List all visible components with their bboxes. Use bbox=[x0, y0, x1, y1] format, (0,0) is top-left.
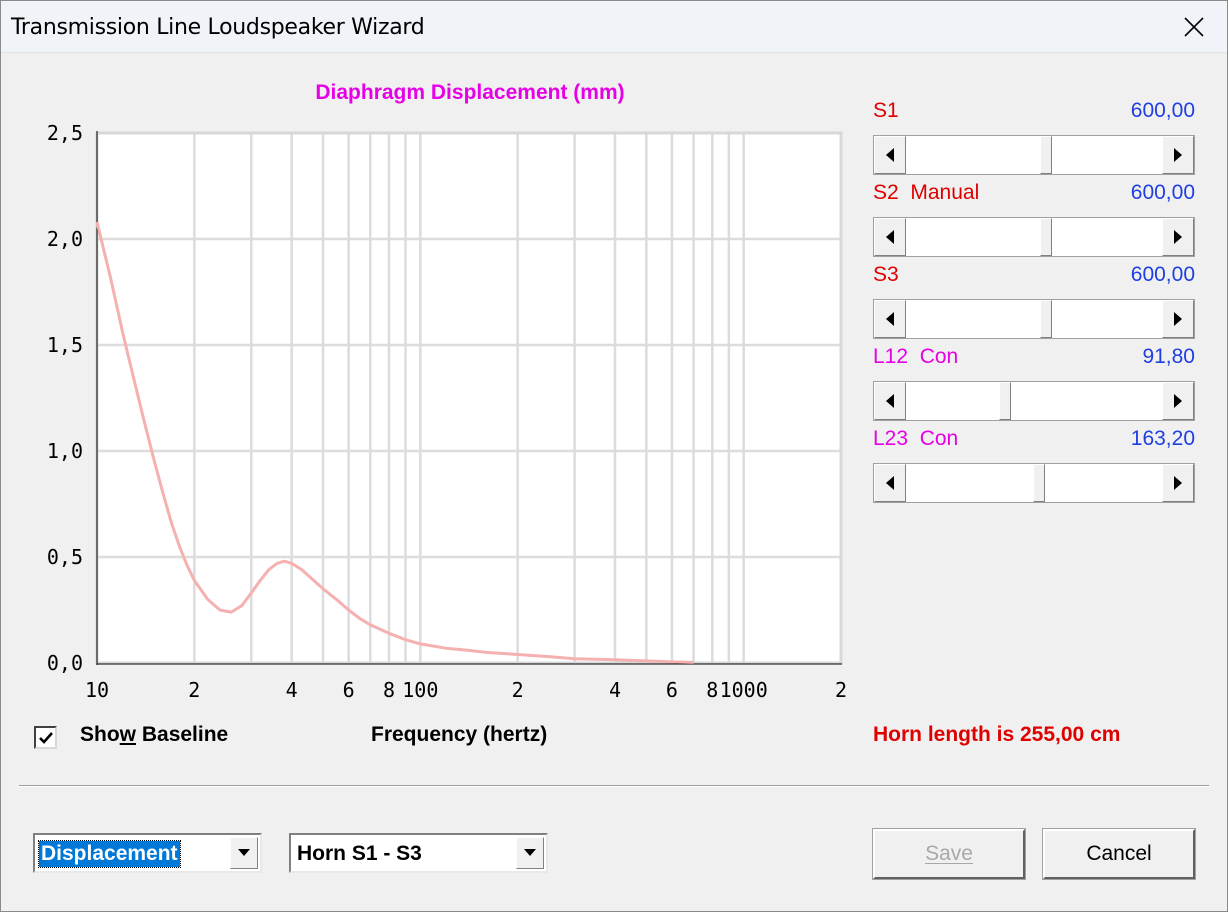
slider-thumb[interactable] bbox=[1040, 218, 1053, 256]
x-tick-label: 6 bbox=[666, 678, 678, 702]
param-row-l23: L23 Con 163,20 bbox=[873, 427, 1195, 507]
arrow-right-icon bbox=[1174, 312, 1182, 326]
param-row-s3: S3 600,00 bbox=[873, 263, 1195, 343]
x-tick-label: 2 bbox=[512, 678, 524, 702]
x-tick-label: 2 bbox=[835, 678, 847, 702]
show-baseline-checkbox[interactable] bbox=[34, 726, 57, 749]
param-slider-s2[interactable] bbox=[873, 217, 1195, 257]
param-name: S2 Manual bbox=[873, 181, 980, 204]
cancel-button-label: Cancel bbox=[1086, 842, 1152, 865]
horn-select-dropdown[interactable] bbox=[516, 837, 544, 869]
arrow-left-icon bbox=[886, 230, 894, 244]
checkmark-icon bbox=[38, 731, 53, 744]
x-tick-label: 1000 bbox=[720, 678, 768, 702]
slider-thumb[interactable] bbox=[1040, 300, 1053, 338]
param-slider-s1[interactable] bbox=[873, 135, 1195, 175]
x-tick-label: 2 bbox=[188, 678, 200, 702]
arrow-left-icon bbox=[886, 476, 894, 490]
x-tick-label: 4 bbox=[609, 678, 621, 702]
close-button[interactable] bbox=[1161, 1, 1227, 53]
arrow-left-icon bbox=[886, 148, 894, 162]
arrow-right-icon bbox=[1174, 148, 1182, 162]
scroll-left-button[interactable] bbox=[874, 300, 906, 338]
window-title: Transmission Line Loudspeaker Wizard bbox=[11, 15, 425, 40]
slider-thumb[interactable] bbox=[998, 382, 1011, 420]
arrow-left-icon bbox=[886, 394, 894, 408]
title-bar: Transmission Line Loudspeaker Wizard bbox=[1, 1, 1227, 53]
param-name: S1 bbox=[873, 99, 899, 122]
y-tick-label: 1,5 bbox=[47, 333, 83, 357]
param-name: L23 Con bbox=[873, 427, 959, 450]
y-tick-label: 0,0 bbox=[47, 651, 83, 675]
view-select[interactable]: Displacement bbox=[33, 833, 262, 873]
horn-length-text: Horn length is 255,00 cm bbox=[873, 723, 1121, 746]
view-select-dropdown[interactable] bbox=[230, 837, 258, 869]
scroll-right-button[interactable] bbox=[1162, 136, 1194, 174]
dropdown-arrow-icon bbox=[238, 849, 250, 856]
param-row-s2: S2 Manual 600,00 bbox=[873, 181, 1195, 261]
scroll-left-button[interactable] bbox=[874, 464, 906, 502]
param-row-l12: L12 Con 91,80 bbox=[873, 345, 1195, 425]
x-axis-label: Frequency (hertz) bbox=[371, 723, 548, 746]
scroll-right-button[interactable] bbox=[1162, 300, 1194, 338]
y-tick-label: 2,0 bbox=[47, 227, 83, 251]
dropdown-arrow-icon bbox=[524, 849, 536, 856]
arrow-right-icon bbox=[1174, 394, 1182, 408]
y-tick-label: 1,0 bbox=[47, 439, 83, 463]
scroll-left-button[interactable] bbox=[874, 382, 906, 420]
x-tick-label: 10 bbox=[85, 678, 109, 702]
displacement-curve bbox=[95, 221, 694, 664]
param-value: 600,00 bbox=[1130, 99, 1195, 122]
x-tick-label: 8 bbox=[383, 678, 395, 702]
param-slider-l23[interactable] bbox=[873, 463, 1195, 503]
displacement-chart: 0,00,51,01,52,02,510 2 4 6 8 100 2 4 6 8 1000 2 bbox=[47, 121, 847, 702]
view-select-value: Displacement bbox=[38, 840, 181, 868]
param-name: S3 bbox=[873, 263, 899, 286]
separator bbox=[19, 785, 1209, 787]
param-value: 163,20 bbox=[1130, 427, 1195, 450]
scroll-left-button[interactable] bbox=[874, 218, 906, 256]
arrow-right-icon bbox=[1174, 476, 1182, 490]
param-name: L12 Con bbox=[873, 345, 959, 368]
scroll-left-button[interactable] bbox=[874, 136, 906, 174]
param-slider-l12[interactable] bbox=[873, 381, 1195, 421]
save-button[interactable]: Save bbox=[872, 828, 1026, 880]
x-tick-label: 4 bbox=[286, 678, 298, 702]
cancel-button[interactable]: Cancel bbox=[1042, 828, 1196, 880]
param-slider-s3[interactable] bbox=[873, 299, 1195, 339]
chart-title: Diaphragm Displacement (mm) bbox=[315, 81, 625, 104]
scroll-right-button[interactable] bbox=[1162, 218, 1194, 256]
scroll-right-button[interactable] bbox=[1162, 382, 1194, 420]
scroll-right-button[interactable] bbox=[1162, 464, 1194, 502]
param-row-s1: S1 600,00 bbox=[873, 99, 1195, 179]
param-value: 91,80 bbox=[1142, 345, 1195, 368]
x-tick-label: 8 bbox=[706, 678, 718, 702]
x-tick-label: 100 bbox=[402, 678, 438, 702]
save-button-label: Save bbox=[925, 842, 973, 865]
horn-select-value: Horn S1 - S3 bbox=[297, 842, 422, 865]
horn-select[interactable]: Horn S1 - S3 bbox=[289, 833, 548, 873]
arrow-right-icon bbox=[1174, 230, 1182, 244]
y-tick-label: 2,5 bbox=[47, 121, 83, 145]
plot-area bbox=[97, 133, 841, 663]
arrow-left-icon bbox=[886, 312, 894, 326]
param-value: 600,00 bbox=[1130, 181, 1195, 204]
slider-thumb[interactable] bbox=[1032, 464, 1045, 502]
x-tick-label: 6 bbox=[343, 678, 355, 702]
param-value: 600,00 bbox=[1130, 263, 1195, 286]
y-tick-label: 0,5 bbox=[47, 545, 83, 569]
close-icon bbox=[1184, 17, 1204, 37]
slider-thumb[interactable] bbox=[1040, 136, 1053, 174]
show-baseline-label[interactable]: Show Baseline bbox=[80, 723, 229, 746]
